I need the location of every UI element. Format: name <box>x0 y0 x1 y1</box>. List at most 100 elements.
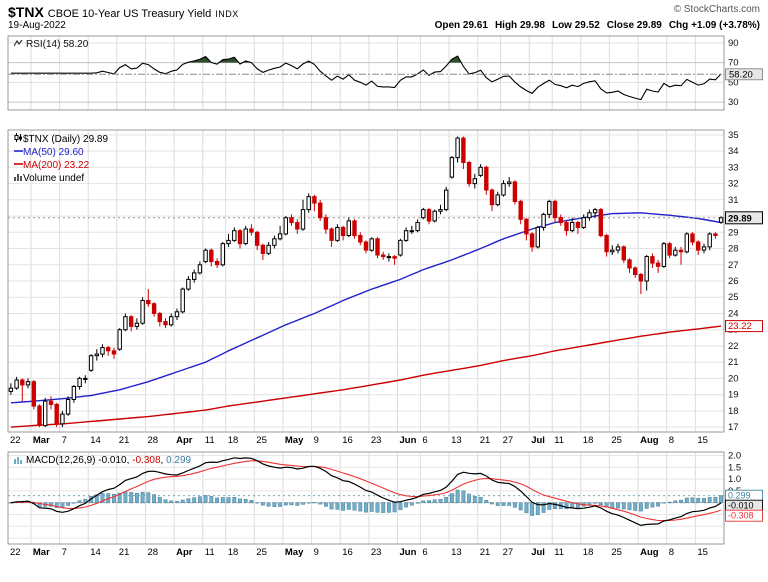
svg-text:0.299: 0.299 <box>728 491 751 501</box>
x-axis-label: 11 <box>554 435 564 446</box>
x-axis-label: 11 <box>205 435 215 446</box>
symbol-ticker: $TNX <box>8 4 44 20</box>
x-axis-label: 15 <box>697 547 708 558</box>
x-axis-label: 28 <box>148 435 159 446</box>
x-axis-label: 11 <box>205 547 215 558</box>
legend-volume: Volume undef <box>14 172 108 185</box>
x-axis-label: 9 <box>314 435 319 446</box>
x-axis-label: 23 <box>371 435 382 446</box>
ma200-value-box: 23.22 <box>725 320 763 333</box>
low-label: Low <box>551 20 572 31</box>
price-axis-tick: 26 <box>728 276 739 287</box>
chg-label: Chg <box>668 20 689 31</box>
close-value: 29.89 <box>636 20 662 31</box>
price-axis-tick: 19 <box>728 390 739 401</box>
x-axis-label: 8 <box>669 547 674 558</box>
x-axis-label: Aug <box>640 435 659 446</box>
x-axis-label: May <box>285 547 304 558</box>
legend-ma50: MA(50) 29.60 <box>14 146 108 159</box>
x-axis-label: 18 <box>228 435 239 446</box>
x-axis-label: Apr <box>176 435 193 446</box>
x-axis-label: 9 <box>314 547 319 558</box>
price-axis-tick: 20 <box>728 373 739 384</box>
x-axis-label: Aug <box>640 547 659 558</box>
macd-signal-value: -0.308 <box>132 455 161 466</box>
price-axis-tick: 28 <box>728 244 739 255</box>
x-axis-label: 21 <box>119 547 130 558</box>
x-axis-label: 8 <box>669 435 674 446</box>
x-axis-label: 28 <box>148 547 159 558</box>
x-axis-label: 23 <box>371 547 382 558</box>
rsi-axis-tick: 30 <box>728 97 739 108</box>
macd-hist-value: 0.299 <box>166 455 192 466</box>
svg-text:-0.308: -0.308 <box>728 511 754 521</box>
price-axis-tick: 17 <box>728 422 739 433</box>
macd-value: -0.010 <box>98 455 127 466</box>
rsi-label-text: RSI(14) 58.20 <box>26 39 89 50</box>
price-axis-tick: 21 <box>728 357 739 368</box>
x-axis-label: 25 <box>611 435 622 446</box>
x-axis-macd: 22 Mar 7 14 21 28 Apr 11 18 25 May 9 16 23 Jun 6 13 21 27 J… <box>10 547 708 558</box>
x-axis-label: Mar <box>33 547 50 558</box>
rsi-last-value-box: 58.20 <box>725 68 763 80</box>
macd-signal-value-box: -0.308 <box>725 509 763 522</box>
main-panel: 1718192021222324252627282930313233343529… <box>7 129 763 433</box>
x-axis-label: Jun <box>400 547 417 558</box>
macd-indicator-icon <box>14 455 23 467</box>
svg-text:23.22: 23.22 <box>728 321 752 332</box>
x-axis-label: May <box>285 435 304 446</box>
chart-subheader: 19-Aug-2022 Open 29.61 High 29.98 Low 29.5… <box>8 20 760 34</box>
macd-label-text: MACD(12,26,9) <box>26 455 96 466</box>
price-axis-tick: 18 <box>728 406 739 417</box>
rsi-indicator-icon <box>13 39 23 51</box>
macd-signal-line <box>10 460 722 522</box>
ma200-line <box>10 325 722 428</box>
symbol-name: CBOE 10-Year US Treasury Yield <box>47 8 212 20</box>
ma50-line-swatch <box>14 147 23 158</box>
price-axis-tick: 25 <box>728 292 739 303</box>
x-axis-label: 21 <box>480 435 491 446</box>
macd-panel: 2.01.51.00.50.299-0.010-0.308 <box>7 451 763 545</box>
rsi-axis-tick: 90 <box>728 38 739 49</box>
macd-hist-value-box: 0.299 <box>725 489 763 502</box>
x-axis-label: 14 <box>90 547 101 558</box>
x-axis-label: 21 <box>480 547 491 558</box>
chart-date: 19-Aug-2022 <box>8 20 66 31</box>
price-axis-tick: 34 <box>728 146 739 157</box>
close-label: Close <box>606 20 635 31</box>
quote-summary: Open 29.61 High 29.98 Low 29.52 Close 29.89… <box>435 20 760 31</box>
x-axis-label: 25 <box>611 547 622 558</box>
high-value: 29.98 <box>519 20 545 31</box>
x-axis-label: 14 <box>90 435 101 446</box>
chart-header: $TNX CBOE 10-Year US Treasury Yield INDX ©… <box>8 4 760 20</box>
price-axis-tick: 35 <box>728 130 739 141</box>
x-axis-label: 11 <box>554 547 564 558</box>
legend-tnx: $TNX (Daily) 29.89 <box>14 133 108 146</box>
last-price-box: 29.89 <box>725 211 763 225</box>
price-axis-tick: 32 <box>728 179 739 190</box>
x-axis-label: 16 <box>342 435 353 446</box>
x-axis-label: 7 <box>62 435 67 446</box>
x-axis-label: 6 <box>422 435 427 446</box>
svg-text:58.20: 58.20 <box>729 69 753 80</box>
x-axis-label: 27 <box>503 435 514 446</box>
x-axis-label: Apr <box>176 547 193 558</box>
x-axis-label: 27 <box>503 547 514 558</box>
x-axis-label: 22 <box>10 435 21 446</box>
macd-histogram <box>8 489 724 516</box>
copyright-label: © StockCharts.com <box>673 4 760 15</box>
legend-ma200-text: MA(200) 23.22 <box>23 160 90 171</box>
x-axis-label: Jun <box>400 435 417 446</box>
x-axis-label: 15 <box>697 435 708 446</box>
x-axis-label: 22 <box>10 547 21 558</box>
high-label: High <box>494 20 518 31</box>
candlestick-icon <box>14 133 23 145</box>
rsi-axis-tick: 70 <box>728 58 739 69</box>
x-axis-label: 18 <box>583 547 594 558</box>
chg-value: +1.09 (+3.78%) <box>691 20 760 31</box>
x-axis-label: 13 <box>451 435 462 446</box>
x-axis-main: 22 Mar 7 14 21 28 Apr 11 18 25 May 9 16 23 Jun 6 13 21 27 J… <box>10 435 708 446</box>
legend-ma200: MA(200) 23.22 <box>14 159 108 172</box>
